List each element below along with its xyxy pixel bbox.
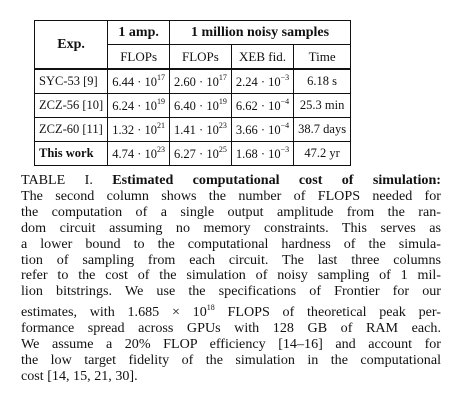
row-exp: ZCZ-60 [11] xyxy=(33,117,109,142)
caption-line: We assume a 20% FLOP efficiency [14–16] … xyxy=(21,336,441,353)
caption-line: formance spread across GPUs with 128 GB … xyxy=(21,320,441,337)
subheader-flops-amp: FLOPs xyxy=(107,44,171,70)
table-subheader-row: FLOPs FLOPs XEB fid. Time xyxy=(35,44,352,70)
row-noisy-flops: 2.60 · 1017 xyxy=(169,68,232,94)
row-amp-flops: 6.44 · 1017 xyxy=(107,68,171,94)
caption-line: estimates, with 1.685 × 1018 FLOPS of th… xyxy=(21,303,441,321)
header-one-amp: 1 amp. xyxy=(107,20,171,45)
subheader-xeb: XEB fid. xyxy=(230,44,295,70)
caption-label: TABLE I. xyxy=(21,172,93,188)
row-amp-flops: 4.74 · 1023 xyxy=(107,141,171,166)
row-time: 47.2 yr xyxy=(293,141,352,166)
header-exp: Exp. xyxy=(33,20,109,70)
row-xeb: 2.24 · 10−3 xyxy=(230,68,295,94)
subheader-time: Time xyxy=(293,44,352,70)
caption-line: lion bitstrings. We use the specificatio… xyxy=(21,283,441,300)
caption-line: dom circuit assuming no memory constrain… xyxy=(21,219,441,236)
table-row: ZCZ-60 [11] 1.32 · 1021 1.41 · 1023 3.66… xyxy=(33,117,352,142)
row-time: 38.7 days xyxy=(293,117,352,142)
row-exp: SYC-53 [9] xyxy=(33,68,109,94)
row-xeb: 3.66 · 10−4 xyxy=(230,117,295,142)
computational-cost-table: Exp. 1 amp. 1 million noisy samples FLOP… xyxy=(33,20,352,166)
row-exp: ZCZ-56 [10] xyxy=(33,93,109,118)
row-noisy-flops: 1.41 · 1023 xyxy=(169,117,232,142)
row-noisy-flops: 6.40 · 1019 xyxy=(169,93,232,118)
results-table-container: Exp. 1 amp. 1 million noisy samples FLOP… xyxy=(33,20,352,166)
row-amp-flops: 6.24 · 1019 xyxy=(107,93,171,118)
subheader-flops-noisy: FLOPs xyxy=(169,44,232,70)
table-caption: TABLE I. Estimated computational cost of… xyxy=(21,172,441,385)
row-time: 25.3 min xyxy=(293,93,352,118)
caption-line: cost [14, 15, 21, 30]. xyxy=(21,367,138,384)
caption-line: a lower bound to the computational hardn… xyxy=(21,235,441,252)
header-noisy-samples: 1 million noisy samples xyxy=(169,20,352,45)
caption-line: refer to the cost of the simulation of n… xyxy=(21,267,441,284)
caption-line: the low target fidelity of the simulatio… xyxy=(21,351,441,368)
row-time: 6.18 s xyxy=(293,68,352,94)
caption-title: Estimated computational cost of simulati… xyxy=(112,172,441,188)
table-row: ZCZ-56 [10] 6.24 · 1019 6.40 · 1019 6.62… xyxy=(33,93,352,118)
row-amp-flops: 1.32 · 1021 xyxy=(107,117,171,142)
caption-line: the computation of a single output ampli… xyxy=(21,203,441,220)
table-header-row: Exp. 1 amp. 1 million noisy samples xyxy=(33,20,352,70)
table-row: This work 4.74 · 1023 6.27 · 1025 1.68 ·… xyxy=(33,141,352,166)
row-xeb: 6.62 · 10−4 xyxy=(230,93,295,118)
caption-line: The second column shows the number of FL… xyxy=(21,187,441,204)
row-xeb: 1.68 · 10−3 xyxy=(230,141,295,166)
table-row: SYC-53 [9] 6.44 · 1017 2.60 · 1017 2.24 … xyxy=(33,68,352,94)
row-exp: This work xyxy=(33,141,109,166)
caption-first-line: TABLE I. Estimated computational cost of… xyxy=(21,172,441,189)
caption-line: tion of sampling from each circuit. The … xyxy=(21,251,441,268)
row-noisy-flops: 6.27 · 1025 xyxy=(169,141,232,166)
